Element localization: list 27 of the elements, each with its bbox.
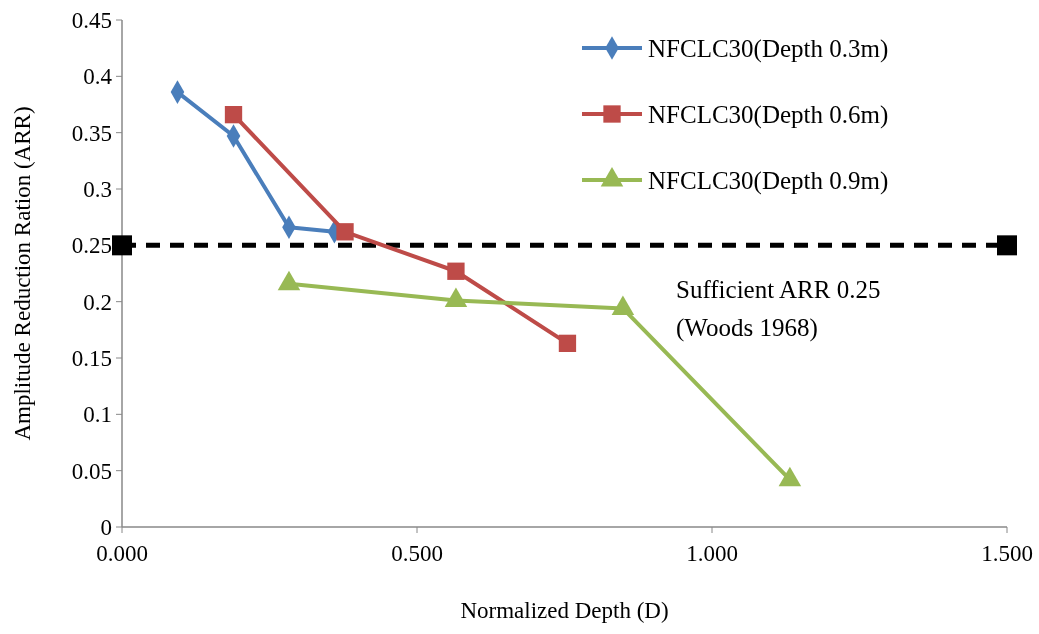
y-tick-label: 0.4: [83, 64, 113, 90]
y-tick-label: 0.1: [83, 402, 112, 428]
legend-label: NFCLC30(Depth 0.6m): [648, 100, 889, 129]
y-tick-label: 0.3: [83, 177, 112, 203]
y-tick-label: 0.35: [71, 120, 112, 146]
point: [447, 262, 465, 280]
x-tick-label: 1.500: [981, 541, 1033, 566]
x-tick-label: 0.000: [96, 541, 148, 566]
point: [277, 270, 301, 291]
y-tick-label: 0.45: [71, 8, 112, 34]
legend-label: NFCLC30(Depth 0.3m): [648, 34, 889, 63]
y-tick-label: 0.25: [71, 233, 112, 259]
x-axis-title: Normalized Depth (D): [460, 598, 669, 623]
y-tick-label: 0.2: [83, 289, 112, 315]
y-axis-title: Amplitude Reduction Ration (ARR): [10, 106, 35, 441]
annotation: Sufficient ARR 0.25 (Woods 1968): [676, 276, 881, 342]
point: [611, 295, 635, 315]
x-tick-label: 1.000: [686, 541, 738, 566]
legend-label: NFCLC30(Depth 0.9m): [648, 166, 889, 195]
point: [224, 105, 243, 124]
x-tick-label: 0.500: [391, 541, 443, 566]
point: [444, 287, 468, 308]
y-tick-label: 0: [100, 515, 112, 541]
y-tick-label: 0.05: [71, 458, 112, 484]
point: [336, 223, 354, 241]
point: [778, 466, 802, 487]
y-tick-label: 0.15: [71, 346, 112, 372]
